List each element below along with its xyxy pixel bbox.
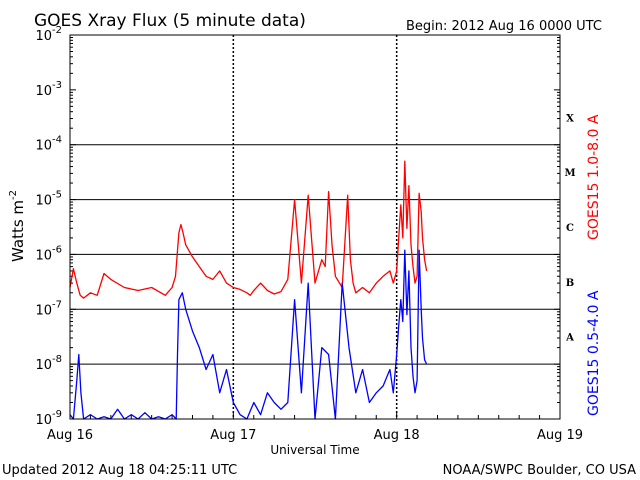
y-tick-label: 10-7 bbox=[35, 299, 62, 318]
series-line-short bbox=[69, 249, 428, 420]
x-tick-label: Aug 17 bbox=[210, 428, 256, 443]
begin-date: Begin: 2012 Aug 16 0000 UTC bbox=[406, 19, 602, 34]
legend-entry-long: GOES15 1.0-8.0 A bbox=[586, 114, 602, 240]
series-line-long bbox=[69, 160, 428, 299]
grid-lines bbox=[70, 35, 560, 419]
x-tick-label: Aug 16 bbox=[47, 428, 93, 443]
updated-timestamp: Updated 2012 Aug 18 04:25:11 UTC bbox=[2, 463, 237, 478]
y-tick-label: 10-6 bbox=[35, 244, 62, 263]
chart-title: GOES Xray Flux (5 minute data) bbox=[34, 11, 306, 31]
x-tick-label: Aug 19 bbox=[537, 428, 583, 443]
y-tick-label: 10-2 bbox=[35, 25, 62, 44]
series-lines bbox=[69, 160, 428, 420]
flare-class-m: M bbox=[564, 168, 575, 179]
y-tick-label: 10-3 bbox=[35, 80, 62, 99]
y-tick-label: 10-9 bbox=[35, 409, 62, 428]
plot-area-frame bbox=[69, 34, 561, 420]
svg-text:Watts m-2: Watts m-2 bbox=[8, 190, 27, 262]
y-tick-label: 10-5 bbox=[35, 190, 62, 209]
y-axis-label-exponent: -2 bbox=[8, 190, 19, 200]
flare-class-x: X bbox=[566, 113, 574, 124]
x-axis-label: Universal Time bbox=[270, 443, 359, 457]
y-axis-label: Watts m-2 bbox=[8, 190, 27, 262]
credit-text: NOAA/SWPC Boulder, CO USA bbox=[443, 463, 636, 478]
x-axis-ticks: Aug 16 Aug 17 Aug 18 Aug 19 bbox=[47, 411, 583, 443]
y-tick-label: 10-4 bbox=[35, 135, 62, 154]
flare-class-labels: X M C B A bbox=[564, 113, 575, 343]
flare-class-c: C bbox=[566, 223, 574, 234]
legend-entry-short: GOES15 0.5-4.0 A bbox=[586, 290, 602, 416]
flare-class-b: B bbox=[566, 278, 574, 289]
y-tick-label: 10-8 bbox=[35, 354, 62, 373]
flare-class-a: A bbox=[565, 333, 574, 344]
y-axis-label-text: Watts m bbox=[9, 200, 27, 262]
x-tick-label: Aug 18 bbox=[374, 428, 420, 443]
legend: GOES15 1.0-8.0 A GOES15 0.5-4.0 A bbox=[586, 114, 602, 416]
